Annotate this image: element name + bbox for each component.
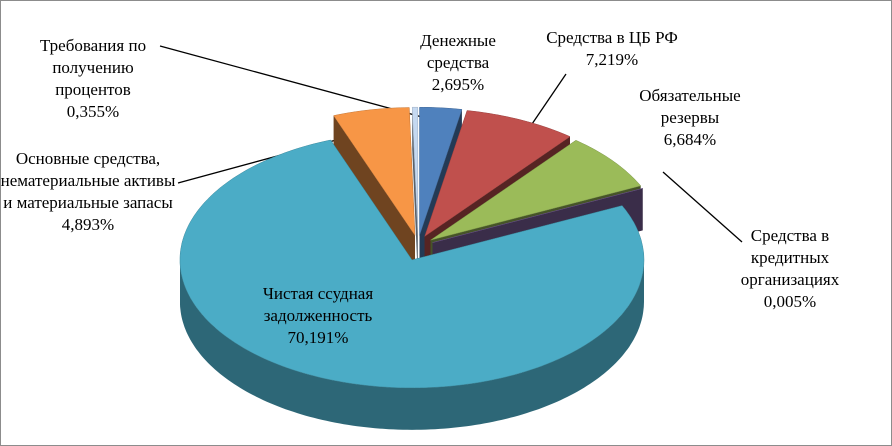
slice-side xyxy=(412,107,418,278)
category-label: Требования по получению процентов xyxy=(39,36,147,99)
value-label: 7,219% xyxy=(585,50,639,69)
category-label: Средства в кредитных организациях xyxy=(740,226,840,289)
data-label: Требования по получению процентов 0,355% xyxy=(26,35,161,123)
category-label: Основные средства, нематериальные активы… xyxy=(0,149,176,212)
value-label: 0,355% xyxy=(66,102,120,121)
slice-top xyxy=(432,188,644,243)
data-label: Средства в ЦБ РФ 7,219% xyxy=(537,27,687,71)
data-label: Средства в кредитных организациях 0,005% xyxy=(725,225,855,313)
category-label: Чистая ссудная задолженность xyxy=(262,284,374,325)
leader-line xyxy=(159,45,423,118)
pie-slice xyxy=(179,139,645,430)
slice-top xyxy=(424,110,571,238)
slice-top xyxy=(411,106,419,236)
slice-top xyxy=(333,107,416,237)
value-label: 0,005% xyxy=(763,292,817,311)
slice-top xyxy=(419,107,463,236)
category-label: Обязательные резервы xyxy=(639,86,741,127)
slice-wall xyxy=(180,259,644,430)
slice-top xyxy=(179,139,645,389)
data-label: Денежные средства 2,695% xyxy=(403,30,513,96)
value-label: 6,684% xyxy=(663,130,717,149)
leader-line xyxy=(531,73,567,125)
leader-line xyxy=(662,171,743,243)
category-label: Средства в ЦБ РФ xyxy=(546,28,678,47)
slice-top xyxy=(430,140,642,241)
value-label: 4,893% xyxy=(61,215,115,234)
data-label: Обязательные резервы 6,684% xyxy=(615,85,765,151)
value-label: 70,191% xyxy=(287,328,349,347)
value-label: 2,695% xyxy=(431,75,485,94)
data-label: Чистая ссудная задолженность 70,191% xyxy=(233,283,403,349)
category-label: Денежные средства xyxy=(420,31,496,72)
data-label: Основные средства, нематериальные активы… xyxy=(1,148,176,236)
pie-slice xyxy=(411,106,419,278)
